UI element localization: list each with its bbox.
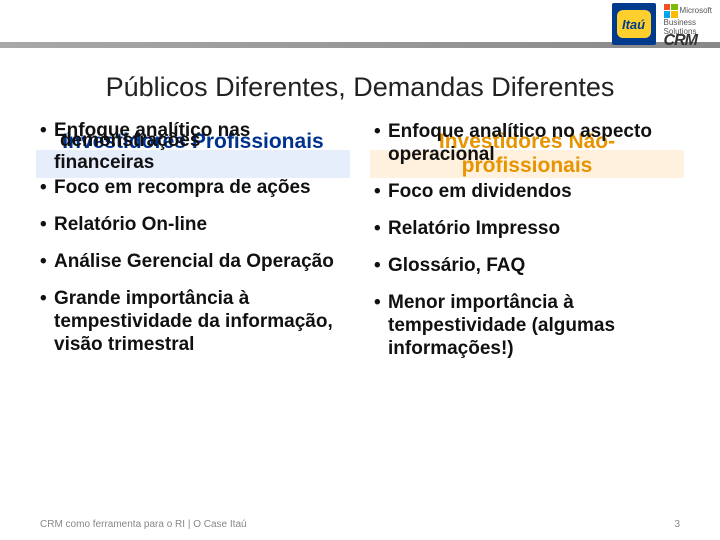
left-column: Investidores Profissionais Enfoque analí… xyxy=(40,120,346,184)
right-bullet-2: Foco em dividendos xyxy=(374,180,680,203)
left-bullet-4: Análise Gerencial da Operação xyxy=(40,250,346,273)
crm-label: CRM xyxy=(664,36,712,45)
right-bullet-3: Relatório Impresso xyxy=(374,217,680,240)
left-bullet-2: Foco em recompra de ações xyxy=(40,176,346,199)
slide: Itaú Microsoft Business Solutions CRM Pú… xyxy=(0,0,720,540)
page-number: 3 xyxy=(674,519,680,530)
right-column: Investidores Não- profissionais Enfoque … xyxy=(374,120,680,184)
left-bullet-1c: financeiras xyxy=(54,152,154,173)
left-bullet-3: Relatório On-line xyxy=(40,213,346,236)
itau-logo: Itaú xyxy=(612,3,656,45)
ms-text-1: Microsoft xyxy=(680,6,712,15)
slide-title: Públicos Diferentes, Demandas Diferentes xyxy=(0,72,720,103)
left-bullets: Enfoque analítico nas demonstrações fina… xyxy=(40,120,346,370)
left-bullet-1: Enfoque analítico nas demonstrações fina… xyxy=(40,120,346,174)
ms-text-2: Business xyxy=(664,18,712,27)
itau-logo-text: Itaú xyxy=(617,10,651,38)
topbar: Itaú Microsoft Business Solutions CRM xyxy=(0,0,720,56)
columns: Investidores Profissionais Enfoque analí… xyxy=(40,120,680,184)
right-bullet-4: Glossário, FAQ xyxy=(374,254,680,277)
microsoft-flag-icon xyxy=(664,4,678,18)
logo-group: Itaú Microsoft Business Solutions CRM xyxy=(612,3,712,45)
right-bullet-1: Enfoque analítico no aspecto operacional xyxy=(374,120,680,166)
right-bullet-5: Menor importância à tempestividade (algu… xyxy=(374,291,680,360)
microsoft-block: Microsoft Business Solutions CRM xyxy=(664,4,712,45)
footer-text: CRM como ferramenta para o RI | O Case I… xyxy=(40,519,247,530)
left-bullet-5: Grande importância à tempestividade da i… xyxy=(40,287,346,356)
right-bullets: Enfoque analítico no aspecto operacional… xyxy=(374,120,680,374)
footer: CRM como ferramenta para o RI | O Case I… xyxy=(40,519,680,530)
